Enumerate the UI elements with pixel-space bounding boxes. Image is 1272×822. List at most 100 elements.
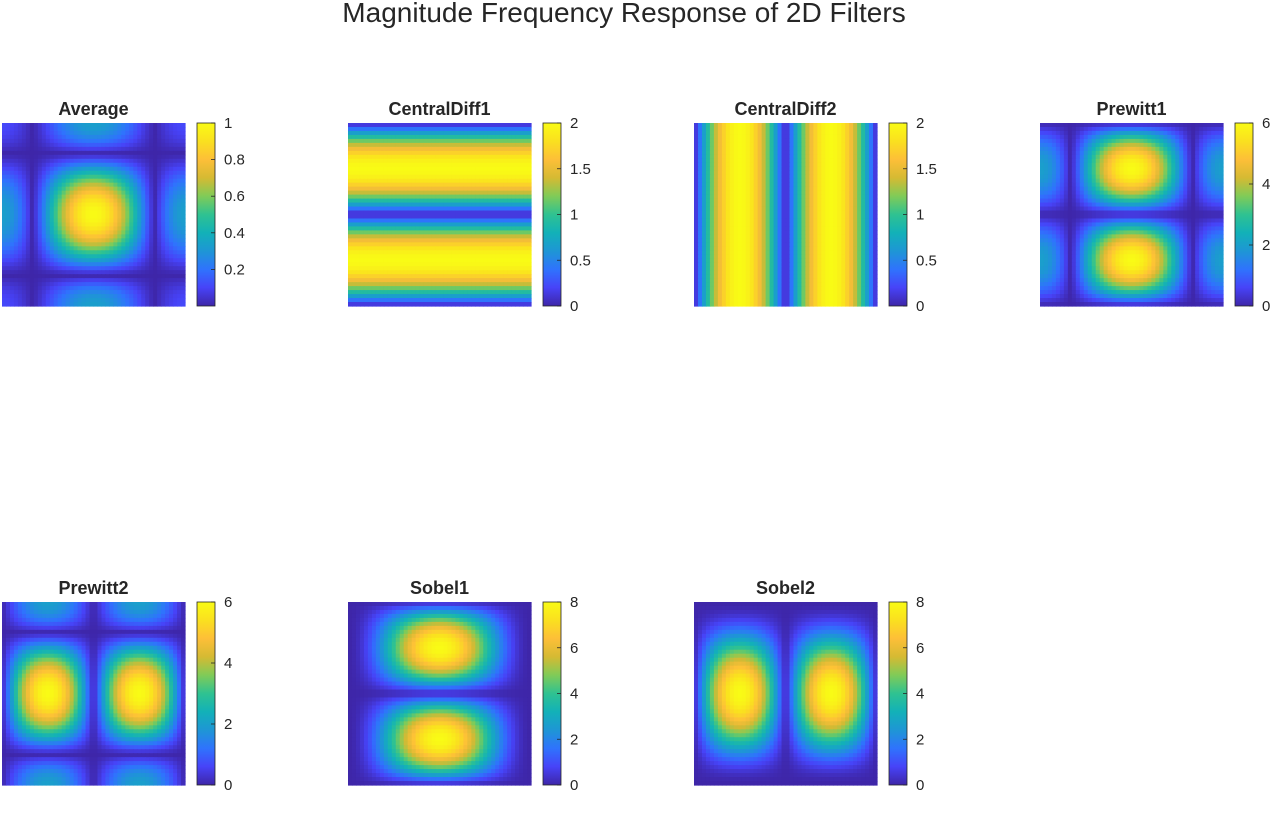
heatmap-cell — [451, 203, 456, 208]
heatmap-cell — [396, 254, 401, 259]
heatmap-cell — [400, 298, 405, 303]
heatmap-cell — [416, 159, 421, 164]
heatmap-cell — [2, 123, 7, 128]
heatmap-cell — [527, 278, 532, 283]
heatmap-cell — [483, 274, 488, 279]
heatmap-cell — [137, 199, 142, 204]
heatmap-cell — [86, 171, 91, 176]
heatmap-cell — [121, 294, 126, 299]
heatmap-cell — [141, 159, 146, 164]
heatmap-cell — [801, 139, 806, 144]
heatmap-cell — [432, 215, 437, 220]
heatmap-cell — [511, 262, 516, 267]
heatmap-cell — [447, 222, 452, 227]
heatmap-cell — [14, 258, 19, 263]
heatmap-cell — [145, 226, 150, 231]
heatmap-cell — [754, 131, 759, 136]
heatmap-cell — [467, 167, 472, 172]
heatmap-cell — [50, 139, 55, 144]
heatmap-cell — [161, 159, 166, 164]
heatmap-cell — [786, 123, 791, 128]
heatmap-cell — [412, 151, 417, 156]
heatmap-cell — [396, 234, 401, 239]
heatmap-cell — [137, 254, 142, 259]
heatmap-cell — [801, 155, 806, 160]
heatmap-cell — [141, 270, 146, 275]
heatmap-cell — [66, 246, 71, 251]
heatmap-image — [2, 123, 186, 307]
heatmap-cell — [380, 302, 385, 307]
heatmap-cell — [380, 199, 385, 204]
heatmap-cell — [388, 191, 393, 196]
heatmap-cell — [109, 246, 114, 251]
heatmap-cell — [475, 286, 480, 291]
heatmap-cell — [117, 147, 122, 152]
heatmap-cell — [400, 163, 405, 168]
heatmap-cell — [869, 135, 874, 140]
heatmap-cell — [793, 151, 798, 156]
heatmap-cell — [372, 151, 377, 156]
heatmap-cell — [70, 167, 75, 172]
heatmap-cell — [50, 242, 55, 247]
heatmap-cell — [758, 127, 763, 132]
heatmap-cell — [710, 159, 715, 164]
heatmap-cell — [113, 167, 118, 172]
heatmap-cell — [177, 246, 182, 251]
heatmap-cell — [424, 266, 429, 271]
heatmap-cell — [66, 226, 71, 231]
heatmap-cell — [348, 270, 353, 275]
heatmap-cell — [782, 155, 787, 160]
heatmap-cell — [392, 179, 397, 184]
heatmap-cell — [360, 222, 365, 227]
heatmap-cell — [169, 218, 174, 223]
heatmap-cell — [451, 211, 456, 216]
heatmap-cell — [416, 191, 421, 196]
heatmap-cell — [348, 222, 353, 227]
heatmap-cell — [10, 226, 15, 231]
heatmap-cell — [849, 163, 854, 168]
heatmap-cell — [137, 171, 142, 176]
heatmap-cell — [396, 171, 401, 176]
heatmap-cell — [694, 143, 699, 148]
heatmap-cell — [384, 139, 389, 144]
heatmap-cell — [14, 226, 19, 231]
heatmap-cell — [121, 203, 126, 208]
heatmap-cell — [714, 123, 719, 128]
heatmap-cell — [78, 286, 83, 291]
heatmap-cell — [722, 131, 727, 136]
heatmap-cell — [475, 195, 480, 200]
heatmap-cell — [157, 131, 162, 136]
heatmap-cell — [801, 147, 806, 152]
heatmap-cell — [42, 175, 47, 180]
heatmap-cell — [109, 270, 114, 275]
heatmap-cell — [499, 175, 504, 180]
heatmap-cell — [706, 171, 711, 176]
heatmap-cell — [440, 183, 445, 188]
heatmap-cell — [181, 199, 186, 204]
heatmap-cell — [746, 159, 751, 164]
heatmap-cell — [105, 234, 110, 239]
heatmap-cell — [74, 203, 79, 208]
heatmap-cell — [443, 147, 448, 152]
heatmap-cell — [62, 274, 67, 279]
heatmap-cell — [396, 175, 401, 180]
heatmap-cell — [86, 278, 91, 283]
heatmap-cell — [750, 147, 755, 152]
heatmap-cell — [86, 167, 91, 172]
heatmap-cell — [471, 207, 476, 212]
heatmap-cell — [762, 135, 767, 140]
heatmap-cell — [18, 298, 23, 303]
heatmap-cell — [109, 151, 114, 156]
heatmap-cell — [360, 163, 365, 168]
heatmap-cell — [849, 167, 854, 172]
heatmap-cell — [133, 211, 138, 216]
heatmap-cell — [432, 211, 437, 216]
heatmap-cell — [487, 147, 492, 152]
heatmap-cell — [873, 127, 878, 132]
heatmap-cell — [121, 171, 126, 176]
heatmap-cell — [376, 163, 381, 168]
heatmap-cell — [515, 250, 520, 255]
heatmap-cell — [181, 167, 186, 172]
heatmap-cell — [404, 131, 409, 136]
